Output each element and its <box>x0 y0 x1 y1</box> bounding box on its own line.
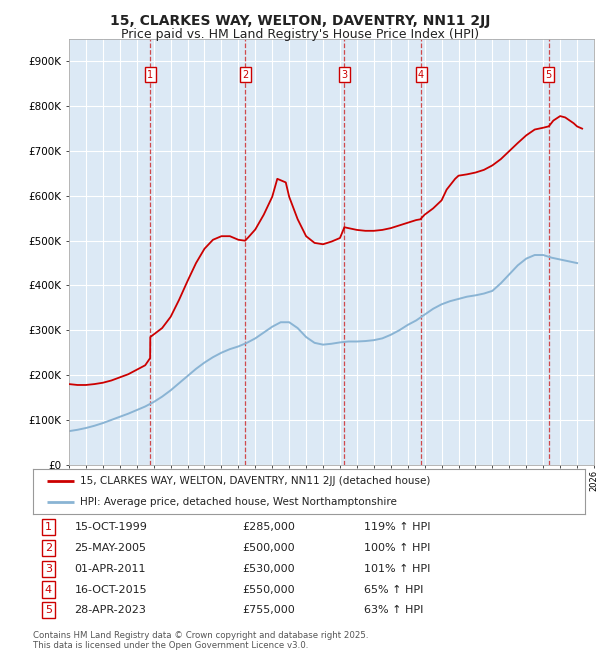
Text: 1: 1 <box>147 70 153 80</box>
Text: 4: 4 <box>418 70 424 80</box>
Text: 5: 5 <box>45 605 52 616</box>
Text: Contains HM Land Registry data © Crown copyright and database right 2025.
This d: Contains HM Land Registry data © Crown c… <box>33 630 368 650</box>
Text: £500,000: £500,000 <box>243 543 295 553</box>
Text: 5: 5 <box>545 70 552 80</box>
Text: 101% ↑ HPI: 101% ↑ HPI <box>364 564 431 574</box>
Text: 15, CLARKES WAY, WELTON, DAVENTRY, NN11 2JJ: 15, CLARKES WAY, WELTON, DAVENTRY, NN11 … <box>110 14 490 29</box>
Text: 2: 2 <box>242 70 248 80</box>
Text: £550,000: £550,000 <box>243 584 295 595</box>
Text: 3: 3 <box>341 70 347 80</box>
Text: 2: 2 <box>45 543 52 553</box>
Text: 16-OCT-2015: 16-OCT-2015 <box>74 584 147 595</box>
Text: 25-MAY-2005: 25-MAY-2005 <box>74 543 146 553</box>
Text: 3: 3 <box>45 564 52 574</box>
Text: 63% ↑ HPI: 63% ↑ HPI <box>364 605 424 616</box>
Text: £530,000: £530,000 <box>243 564 295 574</box>
Text: 119% ↑ HPI: 119% ↑ HPI <box>364 522 431 532</box>
Text: £285,000: £285,000 <box>243 522 296 532</box>
Text: 4: 4 <box>45 584 52 595</box>
Text: 15-OCT-1999: 15-OCT-1999 <box>74 522 147 532</box>
Text: 65% ↑ HPI: 65% ↑ HPI <box>364 584 424 595</box>
Text: 100% ↑ HPI: 100% ↑ HPI <box>364 543 431 553</box>
Text: HPI: Average price, detached house, West Northamptonshire: HPI: Average price, detached house, West… <box>80 497 397 506</box>
Text: Price paid vs. HM Land Registry's House Price Index (HPI): Price paid vs. HM Land Registry's House … <box>121 28 479 41</box>
Text: 01-APR-2011: 01-APR-2011 <box>74 564 146 574</box>
Text: 1: 1 <box>45 522 52 532</box>
Text: £755,000: £755,000 <box>243 605 296 616</box>
Text: 15, CLARKES WAY, WELTON, DAVENTRY, NN11 2JJ (detached house): 15, CLARKES WAY, WELTON, DAVENTRY, NN11 … <box>80 476 430 486</box>
Text: 28-APR-2023: 28-APR-2023 <box>74 605 146 616</box>
